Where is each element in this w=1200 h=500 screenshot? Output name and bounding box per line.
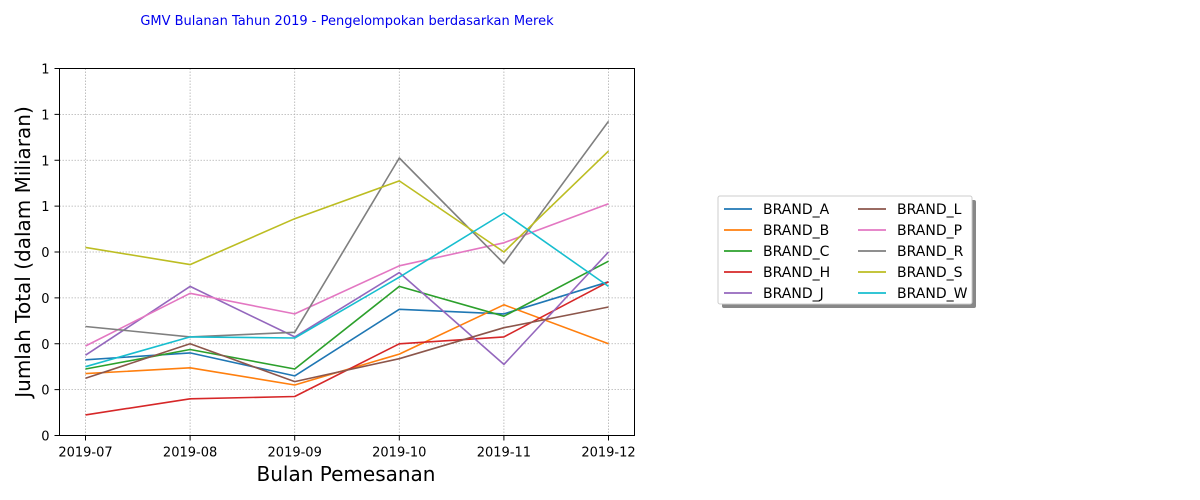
- series-line-brand-w: [85, 212, 609, 368]
- series-line-brand-p: [85, 203, 609, 347]
- legend-label: BRAND_B: [763, 223, 829, 239]
- x-tick-label: 2019-09: [268, 446, 322, 461]
- y-axis-label: Jumlah Total (dalam Miliaran): [11, 106, 35, 400]
- series-line-brand-l: [85, 306, 609, 383]
- series-line-brand-s: [85, 150, 610, 266]
- y-tick-label: 1: [41, 154, 49, 169]
- legend-label: BRAND_L: [897, 202, 962, 218]
- y-tick-label: 1: [41, 63, 49, 78]
- series-line-brand-a: [85, 281, 609, 377]
- x-tick-label: 2019-08: [163, 446, 217, 461]
- legend-box: [717, 195, 973, 305]
- chart-title: GMV Bulanan Tahun 2019 - Pengelompokan b…: [140, 14, 554, 29]
- legend-label: BRAND_R: [897, 244, 964, 260]
- y-tick-label: 1: [41, 108, 49, 123]
- legend-label: BRAND_C: [763, 244, 830, 260]
- x-tick-label: 2019-07: [58, 446, 112, 461]
- x-tick-label: 2019-10: [372, 446, 426, 461]
- y-tick-label: 0: [41, 292, 49, 307]
- legend-label: BRAND_A: [763, 202, 830, 218]
- series-line-brand-r: [85, 120, 610, 338]
- y-axis: 0 0 0 0 0 1 1 1 1: [41, 63, 60, 445]
- x-tick-label: 2019-11: [477, 446, 531, 461]
- x-tick-label: 2019-12: [581, 446, 635, 461]
- legend-label: BRAND_H: [763, 265, 830, 281]
- legend: BRAND_A BRAND_B BRAND_C BRAND_H BRAND_J BRAND…: [717, 195, 976, 308]
- grid-lines: [59, 68, 635, 436]
- series-line-brand-c: [85, 260, 609, 370]
- y-tick-label: 0: [41, 338, 49, 353]
- plot-frame: [59, 68, 635, 436]
- y-tick-label: 0: [41, 246, 49, 261]
- series-line-brand-j: [85, 251, 610, 366]
- x-axis: 2019-07 2019-08 2019-09 2019-10 2019-11 2019-…: [58, 435, 636, 461]
- legend-label: BRAND_S: [897, 265, 963, 281]
- x-axis-label: Bulan Pemesanan: [257, 462, 436, 486]
- series-lines: [85, 120, 610, 416]
- legend-label: BRAND_W: [897, 286, 968, 302]
- y-tick-label: 0: [41, 430, 49, 445]
- legend-label: BRAND_P: [897, 223, 962, 239]
- legend-label: BRAND_J: [763, 286, 824, 302]
- y-tick-label: 0: [41, 384, 49, 399]
- y-tick-label: 1: [41, 200, 49, 215]
